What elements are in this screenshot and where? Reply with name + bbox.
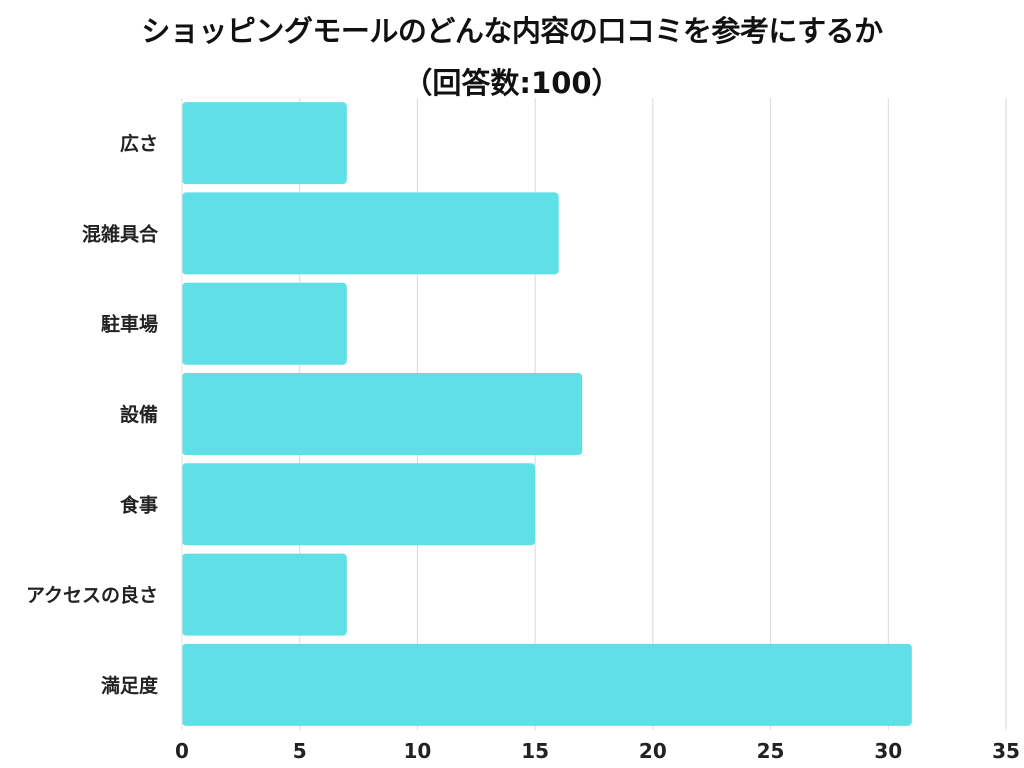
- category-label: 食事: [120, 493, 158, 516]
- bar: [182, 282, 347, 365]
- x-tick-label: 10: [404, 739, 432, 763]
- category-label: アクセスの良さ: [26, 584, 158, 607]
- x-tick-label: 35: [992, 739, 1020, 763]
- x-tick-label: 5: [293, 739, 307, 763]
- category-label: 広さ: [120, 132, 158, 155]
- x-tick-label: 0: [175, 739, 189, 763]
- bar: [182, 373, 583, 455]
- x-tick-label: 20: [639, 739, 667, 763]
- chart-title-line1: ショッピングモールのどんな内容の口コミを参考にするか: [141, 14, 883, 48]
- x-tick-label: 15: [521, 739, 549, 763]
- category-label: 満足度: [101, 674, 159, 697]
- x-tick-label: 25: [757, 739, 785, 763]
- chart-title-line2: （回答数:100）: [403, 66, 621, 100]
- bar: [182, 553, 347, 636]
- category-label: 設備: [120, 403, 158, 426]
- bar: [182, 102, 347, 185]
- bar: [182, 643, 912, 726]
- x-tick-label: 30: [874, 739, 902, 763]
- category-label: 駐車場: [101, 313, 158, 336]
- category-label: 混雑具合: [82, 222, 159, 245]
- bar: [182, 192, 559, 275]
- bar: [182, 463, 536, 546]
